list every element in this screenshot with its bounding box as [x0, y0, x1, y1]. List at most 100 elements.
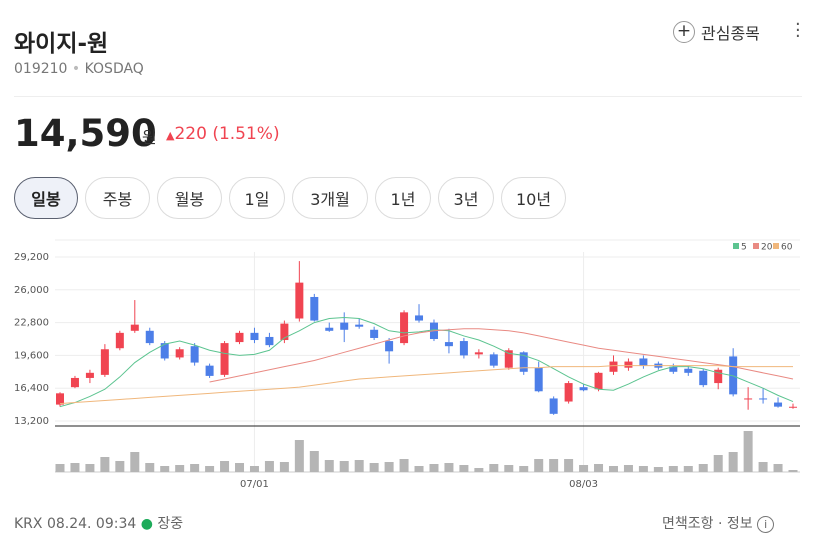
candle-body	[145, 330, 154, 344]
candle-body	[280, 323, 289, 341]
volume-bar	[579, 465, 589, 472]
legend-swatch	[773, 243, 779, 249]
candle-body	[85, 372, 94, 378]
candle-body	[594, 372, 603, 390]
volume-bar	[264, 461, 274, 472]
period-tab[interactable]: 주봉	[85, 177, 150, 219]
volume-bar	[220, 461, 230, 472]
market: KOSDAQ	[84, 61, 144, 77]
volume-bar	[444, 463, 454, 472]
candle-body	[459, 341, 468, 356]
candle-body	[519, 352, 528, 372]
volume-bar	[653, 467, 663, 472]
volume-bar	[205, 466, 215, 472]
candle-body	[340, 322, 349, 330]
chart: 29,200 26,000 22,800 19,600 16,400 13,200 07/0…	[14, 239, 800, 490]
volume-bar	[55, 464, 65, 472]
candle-body	[684, 368, 693, 373]
volume-bar	[549, 459, 559, 472]
volume-bar	[249, 466, 259, 472]
volume-bar	[743, 431, 753, 472]
source: KRX 08.24. 09:34	[14, 516, 137, 532]
period-tab[interactable]: 1년	[375, 177, 431, 219]
volume-bar	[594, 464, 604, 472]
candle-body	[489, 354, 498, 366]
candle-body	[624, 361, 633, 368]
period-tab[interactable]: 월봉	[157, 177, 222, 219]
period-tab[interactable]: 1일	[229, 177, 285, 219]
candle-body	[250, 332, 259, 341]
volume-bar	[190, 464, 200, 472]
volume-bar	[474, 468, 484, 472]
volume-bar	[309, 451, 319, 472]
volume-bar	[160, 466, 170, 472]
x-tick-label: 08/03	[569, 479, 598, 490]
candle-body	[100, 349, 109, 375]
candle-body	[609, 361, 618, 372]
info-icon[interactable]: i	[757, 516, 775, 533]
candle-body	[579, 387, 588, 391]
status: 장중	[157, 516, 184, 532]
candle-body	[729, 356, 738, 395]
code: 019210	[14, 61, 68, 77]
volume-bar	[115, 461, 125, 472]
candle-body	[669, 366, 678, 372]
divider	[14, 96, 802, 97]
candle-body	[325, 327, 334, 331]
volume-bar	[504, 465, 514, 472]
candle-body	[115, 332, 124, 349]
candle-body	[774, 402, 783, 407]
more-menu[interactable]: · · ·	[795, 14, 801, 47]
y-tick-label: 29,200	[14, 252, 49, 263]
dot: •	[71, 61, 81, 77]
volume-bar	[728, 452, 738, 472]
disclaimer[interactable]: 면책조항	[662, 516, 714, 532]
volume-bar	[758, 462, 768, 472]
volume-bar	[564, 459, 574, 472]
legend-label: 5	[741, 243, 747, 253]
volume-bar	[175, 465, 185, 472]
legend-swatch	[733, 243, 739, 249]
candle-body	[56, 393, 64, 405]
volume-bar	[354, 460, 364, 472]
candle-body	[504, 350, 513, 368]
period-tab[interactable]: 일봉	[14, 177, 78, 219]
ma-line	[59, 316, 794, 408]
candle-body	[564, 383, 573, 402]
volume-bar	[294, 440, 304, 472]
candle-body	[789, 406, 797, 408]
candle-body	[310, 296, 319, 321]
volume-bar	[713, 455, 723, 472]
price-unit: 원	[142, 128, 157, 147]
volume-bar	[279, 462, 289, 472]
candle-body	[474, 352, 483, 355]
watch-button[interactable]: + 관심종목	[673, 20, 760, 44]
volume-bar	[489, 464, 499, 472]
y-tick-label: 22,800	[14, 318, 49, 329]
period-tab[interactable]: 3년	[438, 177, 494, 219]
period-tab[interactable]: 3개월	[292, 177, 368, 219]
change: 220	[174, 124, 207, 144]
volume-bar	[668, 466, 678, 472]
volume-bar	[384, 462, 394, 472]
volume-bar	[788, 470, 798, 472]
candle-body	[699, 370, 708, 386]
candle-body	[355, 324, 364, 327]
volume-bar	[608, 466, 618, 472]
period-tab[interactable]: 10년	[501, 177, 566, 219]
info[interactable]: 정보	[726, 516, 753, 532]
volume-bar	[399, 459, 409, 472]
volume-bar	[339, 461, 349, 472]
volume-bar	[324, 460, 334, 472]
volume-bar	[414, 466, 424, 472]
volume-bar	[638, 466, 648, 472]
ma-line	[209, 328, 794, 383]
watch-label: 관심종목	[701, 24, 760, 43]
y-tick-label: 26,000	[14, 285, 49, 296]
footer-left: KRX 08.24. 09:34 ● 장중	[14, 513, 183, 533]
candle-body	[295, 282, 304, 319]
candle-body	[549, 398, 558, 414]
x-tick-label: 07/01	[240, 479, 269, 490]
candle-body	[205, 365, 214, 376]
candle-body	[175, 349, 184, 358]
